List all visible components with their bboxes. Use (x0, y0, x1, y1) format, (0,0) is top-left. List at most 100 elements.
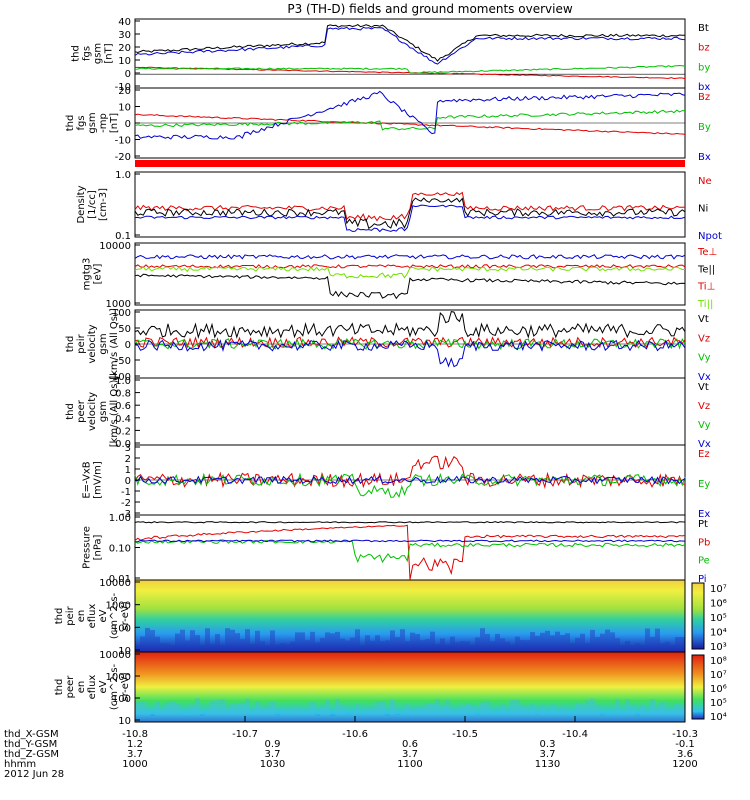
row-label: thd_Z-GSM (4, 749, 59, 760)
series-p1-3 (134, 26, 686, 65)
row-value: 1130 (535, 759, 560, 770)
y-tick-label: -50 (115, 356, 131, 367)
colorbar-label: 10⁴ (710, 628, 727, 639)
y-tick-label: 2 (125, 454, 131, 465)
y-axis-label: thdfgsgsm[nT] (71, 43, 115, 64)
legend-Ti⊥: Ti⊥ (697, 282, 715, 293)
legend-Vt: Vt (698, 314, 709, 325)
y-tick-label: 10 (118, 716, 131, 727)
row-value: 3.7 (265, 749, 281, 760)
series-p3-2 (134, 204, 686, 233)
colorbar-label: 10⁶ (710, 684, 727, 695)
row-value: 1000 (122, 759, 147, 770)
panel-frame (134, 377, 686, 446)
y-tick-label: 1000 (106, 299, 131, 310)
series-p4-3 (134, 273, 686, 300)
y-tick-label: 0 (125, 69, 131, 80)
x-tick-label: -10.4 (562, 729, 588, 740)
row-value: -0.1 (675, 739, 695, 750)
series-p3-1 (134, 197, 686, 230)
row-value: 1030 (260, 759, 285, 770)
panel-p8: 1.00 0.10 0.01 Pressure[nPa] Pt Pb Pe Pi (82, 513, 711, 585)
series-p1-0 (134, 24, 686, 62)
x-tick-label: -10.6 (342, 729, 368, 740)
row-value: 1200 (672, 759, 697, 770)
legend-Pi: Pi (698, 574, 707, 585)
y-tick-label: 50 (118, 324, 131, 335)
y-tick-label: 1 (125, 465, 131, 476)
mode-bar (135, 160, 685, 167)
colorbar-label: 10⁸ (710, 656, 727, 667)
y-tick-label: 1.00 (109, 513, 131, 524)
y-tick-label: 100 (112, 623, 131, 634)
y-tick-label: 10000 (99, 241, 131, 252)
legend-Vz: Vz (698, 401, 710, 412)
x-tick-label: -10.5 (452, 729, 478, 740)
colorbar-label: 10⁷ (710, 584, 727, 595)
legend-Vx: Vx (698, 439, 711, 450)
colorbar-label: 10⁶ (710, 599, 727, 610)
x-row-label: thd_X-GSM (4, 729, 59, 740)
y-tick-label: 1000 (106, 672, 131, 683)
series-p1-2 (134, 64, 686, 74)
y-tick-label: 20 (118, 86, 131, 97)
panel-p6: 1.0 0.80.6 0.40.2 0.0thdpeervelocitygsm[km/… (65, 376, 711, 450)
legend-Ey: Ey (698, 479, 710, 490)
y-tick-label: 1.0 (115, 376, 131, 387)
x-tick-label: -10.3 (672, 729, 698, 740)
y-tick-label: 0.01 (109, 574, 131, 585)
series-p5-3 (134, 339, 686, 368)
y-tick-label: 10 (118, 103, 131, 114)
y-tick-label: 0.6 (115, 401, 131, 412)
legend-Ex: Ex (698, 509, 710, 520)
row-value: 3.6 (677, 749, 693, 760)
series-p8-0 (134, 521, 686, 524)
y-axis-label: thdpeirvelocitygsm[km/s (All Qs)] (65, 308, 120, 380)
panel-frame (134, 242, 686, 306)
legend-Npot: Npot (698, 231, 722, 242)
row-value: 3.7 (402, 749, 418, 760)
series-p8-1 (134, 524, 686, 580)
colorbar-label: 10⁴ (710, 712, 727, 723)
y-tick-label: 100 (112, 694, 131, 705)
series-p7-1 (134, 472, 686, 499)
panel-p3: 1.0 0.1 Density[1/cc][cm-3] Ne Ni Npot (76, 170, 722, 242)
series-p7-2 (134, 475, 686, 485)
series-p4-2 (134, 266, 685, 279)
y-tick-label: 0 (125, 476, 131, 487)
row-value: 3.7 (127, 749, 143, 760)
y-tick-label: 20 (118, 43, 131, 54)
legend-Ti||: Ti|| (697, 299, 713, 310)
date-label: 2012 Jun 28 (4, 769, 64, 780)
y-axis-label: thdpeerenefluxeV(cm^2-s-sr-eV) (54, 663, 131, 710)
y-axis-label: E=-VxB[mV/m] (82, 461, 104, 499)
y-tick-label: 0.1 (115, 231, 131, 242)
series-p4-0 (134, 254, 686, 260)
row-label: thd_Y-GSM (4, 739, 57, 750)
legend-By: By (698, 122, 711, 133)
legend-Vy: Vy (698, 420, 711, 431)
legend-Pt: Pt (698, 519, 708, 530)
legend-Ez: Ez (698, 449, 710, 460)
chart-title: P3 (TH-D) fields and ground moments over… (287, 2, 572, 16)
y-tick-label: 0.8 (115, 389, 131, 400)
row-value: 0.6 (402, 739, 418, 750)
y-axis-label: Pressure[nPa] (82, 526, 104, 569)
y-tick-label: 10 (118, 56, 131, 67)
y-tick-label: 1.0 (115, 170, 131, 181)
y-tick-label: 0.2 (115, 426, 131, 437)
colorbar-scale (691, 654, 705, 720)
y-tick-label: -2 (121, 498, 131, 509)
y-axis-label: mgtg3[eV] (82, 258, 104, 291)
legend-Vt: Vt (698, 382, 709, 393)
y-tick-label: 0.10 (109, 544, 131, 555)
row-value: 3.7 (540, 749, 556, 760)
y-tick-label: -10 (115, 136, 131, 147)
y-tick-label: 0 (125, 119, 131, 130)
y-tick-label: 1000 (106, 601, 131, 612)
y-tick-label: -1 (121, 487, 131, 498)
panel-p1: 40 30 20 10 0 -10 thdfgsgsm[nT] Bt bz by bx (71, 17, 711, 93)
legend-Vx: Vx (698, 372, 711, 383)
